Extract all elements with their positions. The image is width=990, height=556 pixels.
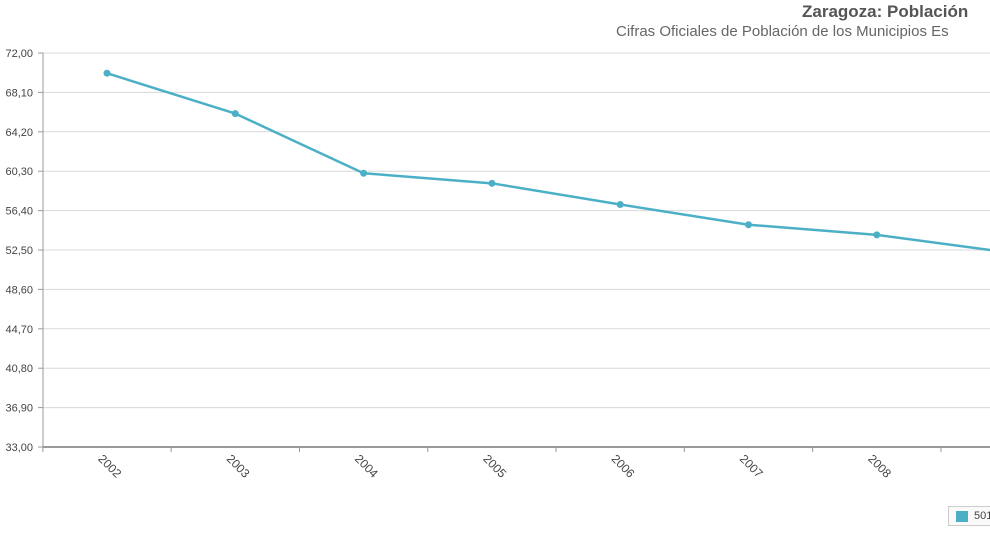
x-tick-label: 2005 [480, 452, 509, 481]
data-point [231, 110, 239, 118]
data-point [745, 221, 752, 229]
data-point [873, 231, 881, 239]
y-tick-label: 48,60 [5, 284, 33, 296]
chart-title: Zaragoza: Población [802, 2, 969, 21]
x-tick-label: 2004 [352, 452, 381, 481]
data-point [360, 169, 368, 177]
x-tick-label: 2006 [609, 452, 638, 481]
y-tick-label: 44,70 [5, 324, 33, 336]
x-tick-label: 2002 [95, 452, 124, 481]
chart-subtitle: Cifras Oficiales de Población de los Mun… [616, 23, 949, 40]
data-point [488, 179, 496, 187]
y-tick-label: 33,00 [5, 442, 33, 454]
x-tick-label: 2007 [737, 452, 766, 481]
legend[interactable]: 501 [948, 506, 990, 526]
legend-label: 501 [974, 510, 990, 522]
y-tick-label: 36,90 [5, 403, 33, 415]
y-tick-label: 40,80 [5, 363, 33, 375]
y-tick-label: 56,40 [5, 206, 33, 218]
series-line [106, 72, 990, 252]
y-tick-label: 68,10 [5, 87, 33, 99]
x-tick-label: 2003 [224, 452, 253, 481]
y-tick-label: 64,20 [5, 127, 33, 139]
legend-swatch [956, 511, 968, 522]
x-tick-label: 2008 [865, 452, 894, 481]
data-point [616, 201, 624, 209]
y-tick-label: 72,00 [5, 48, 33, 60]
y-tick-label: 52,50 [5, 245, 33, 257]
data-point [103, 69, 111, 77]
y-tick-label: 60,30 [5, 166, 33, 178]
